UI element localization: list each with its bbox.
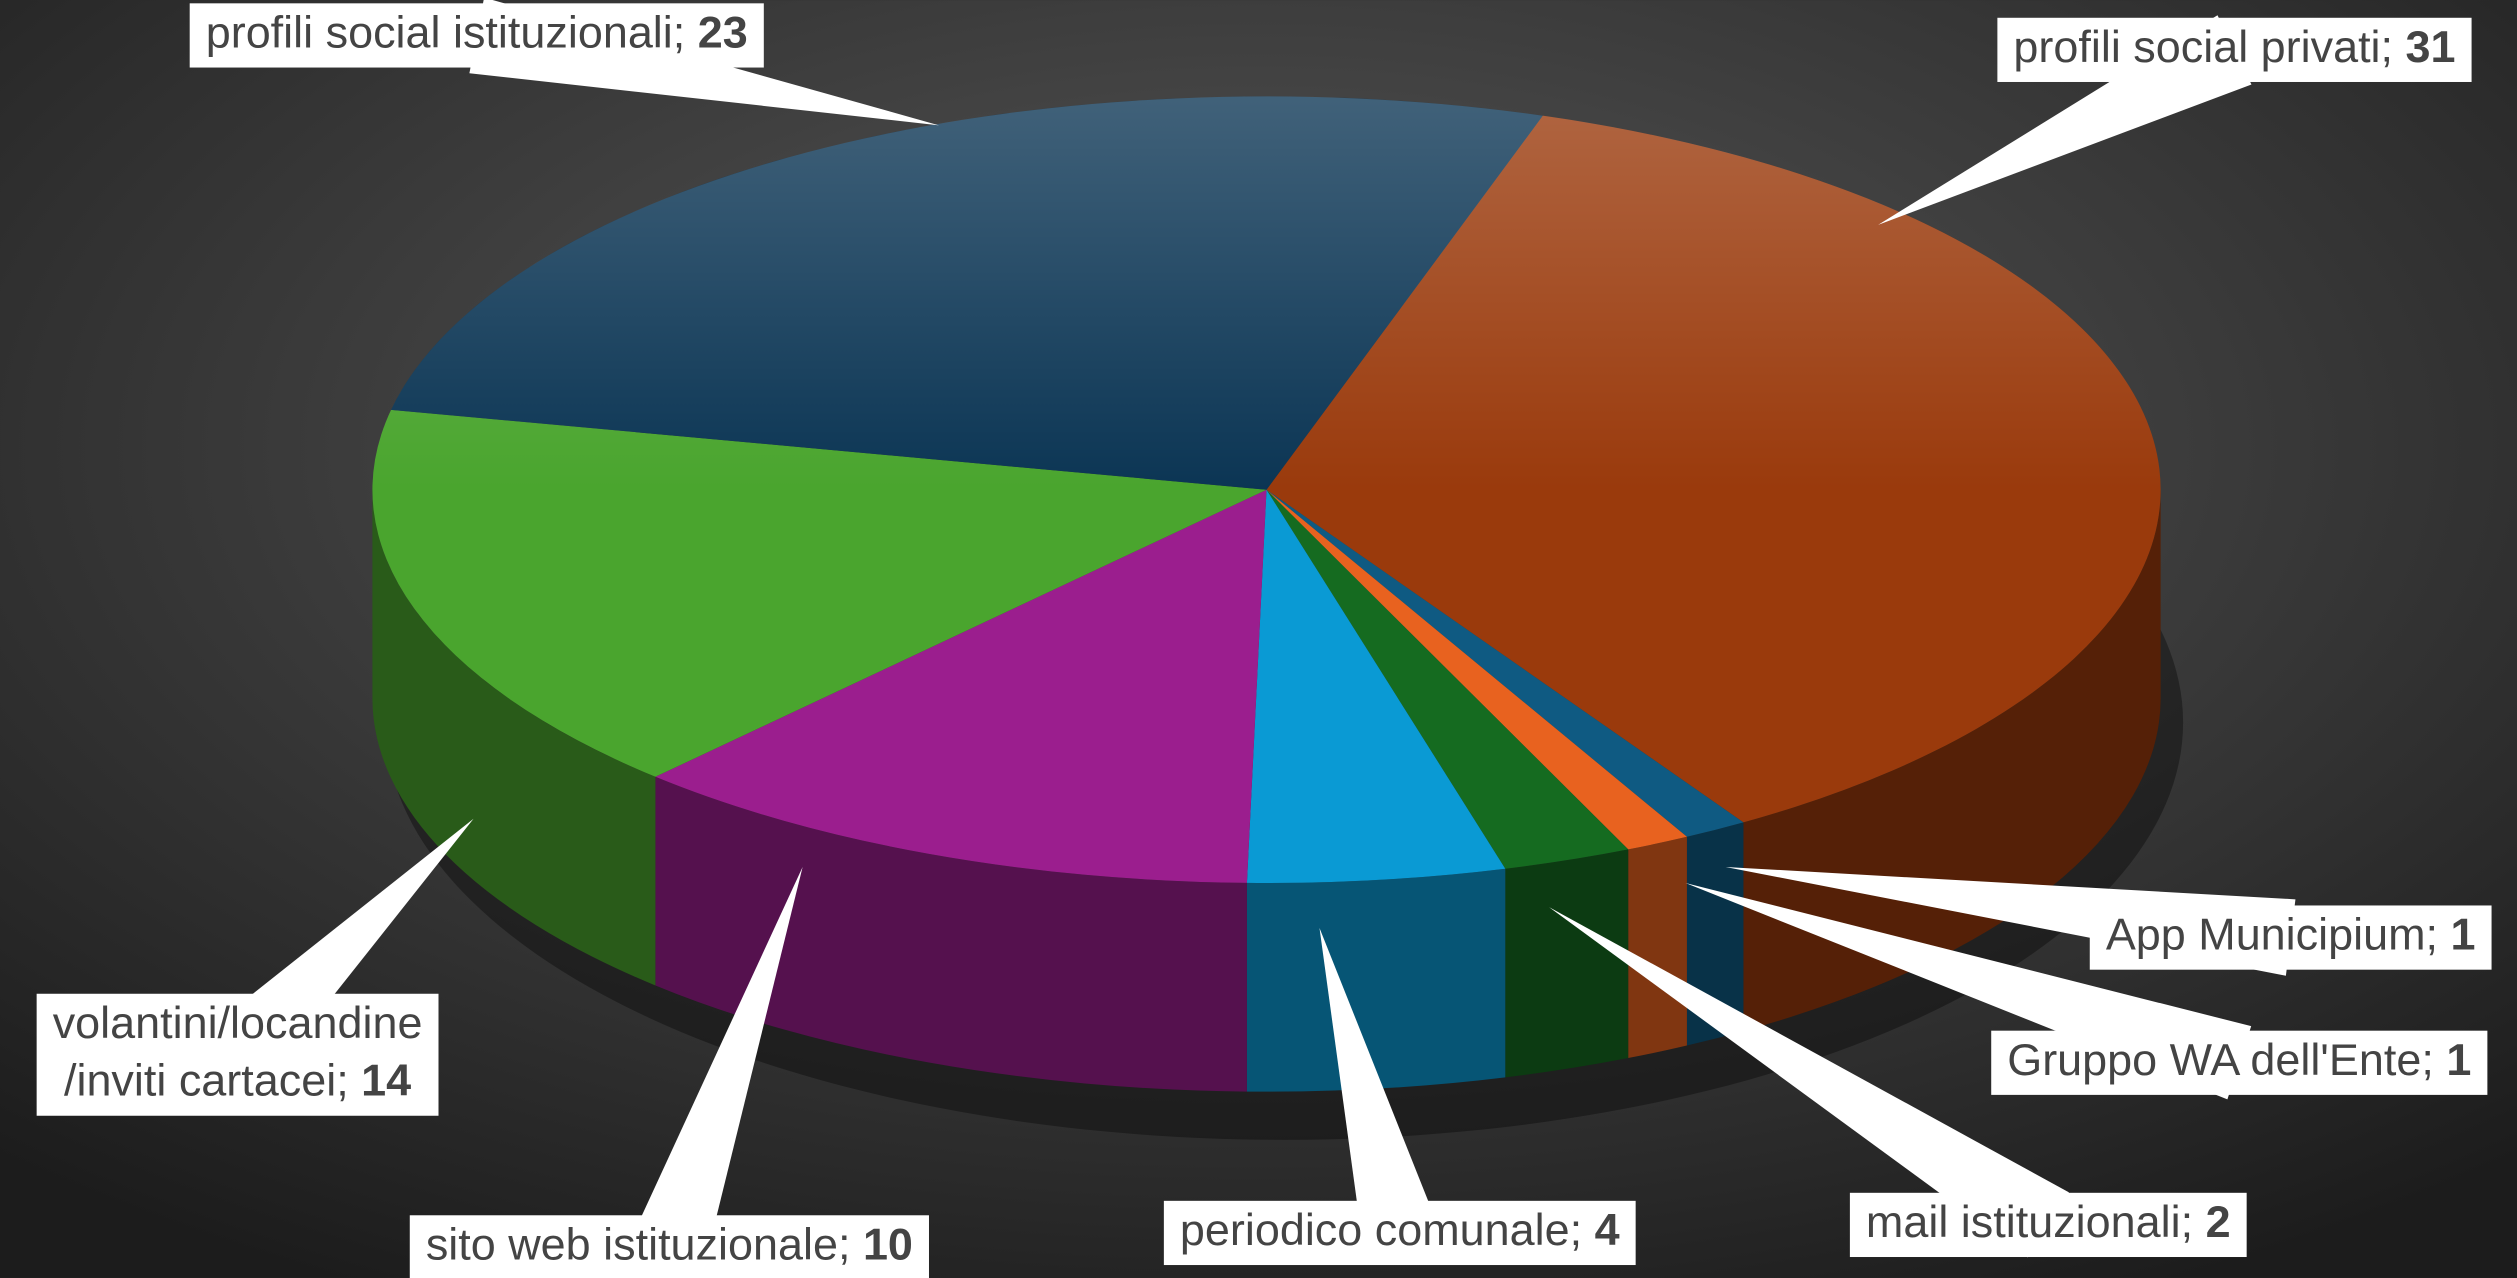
label-value: ; 14 [336,1055,411,1106]
label-box [2089,905,2492,970]
data-label: Gruppo WA dell'Ente; 1 [1685,882,2488,1100]
label-pointer [633,866,803,1261]
label-box [1849,1192,2247,1258]
label-number: 23 [698,6,748,57]
label-box [189,3,764,68]
label-number: 1 [2446,1034,2471,1085]
data-label: mail istituzionali; 2 [1549,907,2247,1258]
label-pointer [1319,927,1438,1243]
label-box [1163,1200,1636,1266]
data-label: volantini/locandine/inviti cartacei; 14 [36,818,474,1116]
label-value: ; 1 [2426,908,2476,959]
label-category: profili social privati [2013,21,2380,72]
label-pointer [1549,907,2069,1258]
label-value: ; 4 [1570,1204,1620,1255]
label-category: sito web istituzionale [426,1218,838,1269]
label-category: mail istituzionali [1866,1196,2181,1247]
label-box [1997,17,2472,82]
label-category: App Municipium [2106,908,2426,959]
label-category: periodico comunale [1180,1204,1570,1255]
data-label: periodico comunale; 4 [1163,927,1636,1266]
label-category: profili social istituzionali [206,6,673,57]
label-number: 14 [361,1055,411,1106]
label-value: ; 1 [2421,1034,2471,1085]
label-box [36,993,439,1116]
label-value: ; 23 [673,6,748,57]
label-category: volantini/locandine/inviti cartacei [53,997,423,1106]
label-value: ; 10 [838,1218,913,1269]
label-number: 31 [2406,21,2456,72]
pie-side [1505,849,1629,1078]
label-number: 10 [863,1218,913,1269]
data-label: sito web istituzionale; 10 [409,866,929,1278]
data-label: profili social istituzionali; 23 [189,0,940,126]
pie-side [1628,836,1687,1059]
label-category: Gruppo WA dell'Ente [2007,1034,2421,1085]
data-label: App Municipium; 1 [1725,866,2492,976]
label-value: ; 2 [2181,1196,2231,1247]
label-number: 1 [2451,908,2476,959]
label-value: ; 31 [2381,21,2456,72]
label-number: 2 [2206,1196,2231,1247]
pie-side [1246,868,1506,1092]
label-box [409,1215,929,1278]
label-number: 4 [1595,1204,1620,1255]
data-label: profili social privati; 31 [1878,15,2472,225]
label-box [1991,1030,2488,1095]
